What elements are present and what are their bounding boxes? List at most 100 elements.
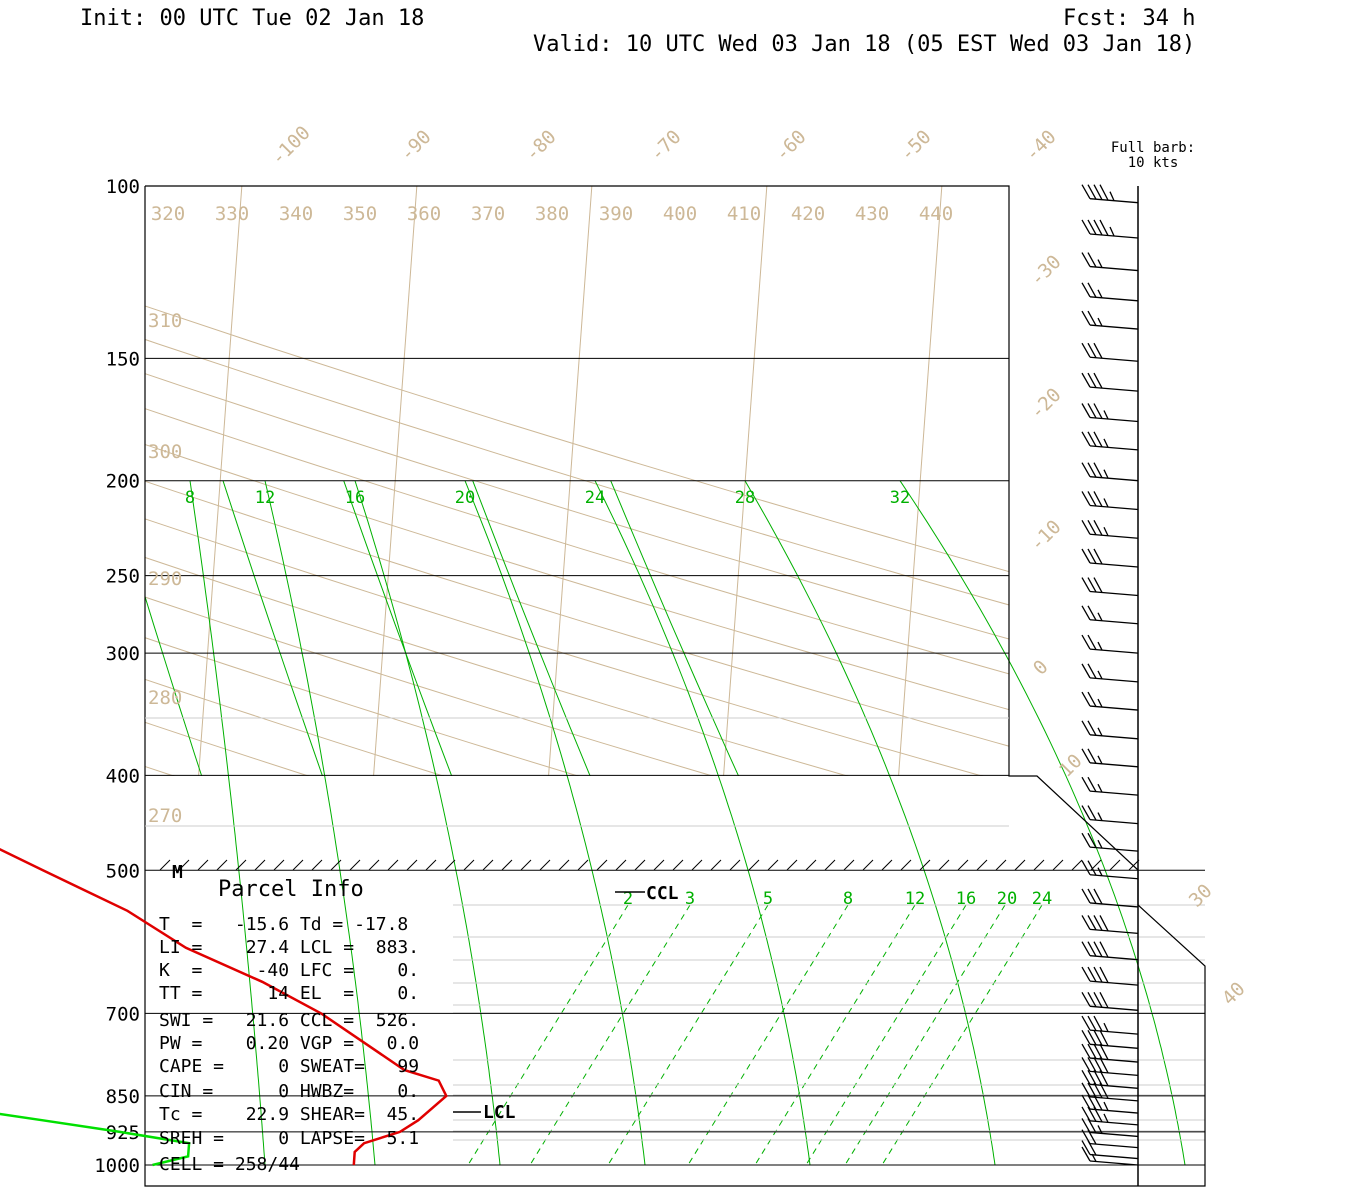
isotherm-label: -80 [521, 126, 561, 166]
hatch-mark [938, 859, 950, 871]
mixing-ratio-label: 16 [956, 889, 976, 909]
hatch-mark [786, 859, 798, 871]
wind-barb [1081, 888, 1139, 908]
lower-mixing-ratio-line [754, 904, 916, 1166]
mixing-ratio-label: 20 [455, 488, 475, 508]
ccl-label: CCL [646, 883, 679, 904]
wind-barb [1081, 691, 1139, 711]
wind-barb [1081, 720, 1139, 740]
theta-label: 410 [727, 203, 761, 225]
valid-time: Valid: 10 UTC Wed 03 Jan 18 (05 EST Wed … [533, 32, 1195, 57]
m-marker: M [172, 862, 183, 883]
wind-barb [1081, 403, 1139, 423]
wind-barb [1081, 991, 1139, 1011]
hatch-mark [235, 859, 247, 871]
lcl-marker: LCL [453, 1102, 516, 1123]
isotherm-label: -100 [267, 122, 315, 170]
wind-barb [1081, 342, 1139, 362]
mixing-ratio-line [343, 480, 453, 776]
theta-label: 350 [343, 203, 377, 225]
hatch-mark [311, 859, 323, 871]
wind-barb [1081, 372, 1139, 392]
lower-mixing-ratio-line [687, 904, 849, 1166]
hatch-mark [710, 859, 722, 871]
isotherm-label: -10 [1026, 516, 1066, 556]
isotherm-line [1220, 186, 1292, 1165]
pressure-label: 1000 [94, 1155, 140, 1177]
wind-barb [1081, 519, 1139, 539]
lower-mixing-ratio-line [881, 904, 1043, 1166]
barb-legend-line2: 10 kts [1128, 155, 1179, 171]
theta-label: 360 [407, 203, 441, 225]
wind-barb [1081, 310, 1139, 330]
dry-adiabat-line [0, 186, 990, 1165]
barb-legend-line1: Full barb: [1111, 140, 1195, 156]
hatch-mark [1014, 859, 1026, 871]
moist-adiabat-line [264, 480, 376, 1166]
dry-adiabat-line [0, 186, 115, 1165]
mixing-ratio-lines [145, 480, 1186, 1166]
hatch-mark [368, 859, 380, 871]
hatch-mark [482, 859, 494, 871]
mixing-ratio-label: 8 [185, 488, 195, 508]
moist-adiabat-line [189, 480, 266, 1166]
wind-barb [1081, 1057, 1139, 1077]
hatch-mark [767, 859, 779, 871]
wind-barb [1081, 941, 1139, 961]
parcel-row: PW = 0.20 VGP = 0.0 [159, 1033, 419, 1054]
hatch-mark [881, 859, 893, 871]
wind-barb [1081, 748, 1139, 768]
wind-barb [1081, 252, 1139, 272]
isotherm-line [0, 186, 67, 1165]
hatch-mark [995, 859, 1007, 871]
wind-barb [1081, 491, 1139, 511]
pressure-label: 700 [106, 1003, 140, 1025]
hatch-mark [843, 859, 855, 871]
moist-adiabat-line [744, 480, 996, 1166]
hatch-mark [957, 859, 969, 871]
mixing-ratio-line [145, 594, 203, 776]
lower-mixing-ratio-line [467, 904, 629, 1166]
parcel-row: K = -40 LFC = 0. [159, 960, 419, 981]
hatch-mark [159, 859, 171, 871]
hatch-mark [349, 859, 361, 871]
parcel-row: TT = 14 EL = 0. [159, 983, 419, 1004]
forecast-hour: Fcst: 34 h [1063, 6, 1195, 31]
hatch-mark [919, 859, 931, 871]
wind-barb [1081, 184, 1139, 204]
moist-adiabat-line [464, 480, 646, 1166]
mixing-ratio-label: 8 [843, 889, 853, 909]
isotherm-line [723, 186, 768, 776]
mixing-ratio-label: 28 [735, 488, 755, 508]
hatch-mark [900, 859, 912, 871]
lower-mixing-ratio-line [607, 904, 769, 1166]
isotherm-label: 40 [1218, 978, 1250, 1010]
wind-barb [1081, 1118, 1139, 1138]
mixing-ratio-label: 2 [623, 889, 633, 909]
parcel-row: SWI = 21.6 CCL = 526. [159, 1010, 419, 1031]
pressure-gridlines [145, 185, 1205, 1166]
wind-barb [1081, 663, 1139, 683]
lower-mixing-ratio-line [529, 904, 691, 1166]
hatch-mark [406, 859, 418, 871]
moist-adiabat-line [594, 480, 811, 1166]
hatch-mark [691, 859, 703, 871]
mixing-ratio-line [472, 480, 591, 776]
hatch-mark [273, 859, 285, 871]
parcel-info-title: Parcel Info [218, 877, 364, 902]
hatch-mark [1128, 859, 1140, 871]
isotherm-label: 30 [1185, 880, 1217, 912]
hatch-mark [976, 859, 988, 871]
hatch-mark [292, 859, 304, 871]
theta-label: 310 [148, 310, 182, 332]
ccl-marker: CCL [615, 883, 679, 904]
theta-label: 280 [148, 687, 182, 709]
pressure-label: 100 [106, 176, 140, 198]
mixing-ratio-line [610, 480, 740, 776]
wind-barb [1081, 860, 1139, 880]
mixing-ratio-label: 16 [345, 488, 365, 508]
isotherm-label: -30 [1026, 251, 1066, 291]
isotherm-line [548, 186, 593, 776]
pressure-label: 200 [106, 471, 140, 493]
